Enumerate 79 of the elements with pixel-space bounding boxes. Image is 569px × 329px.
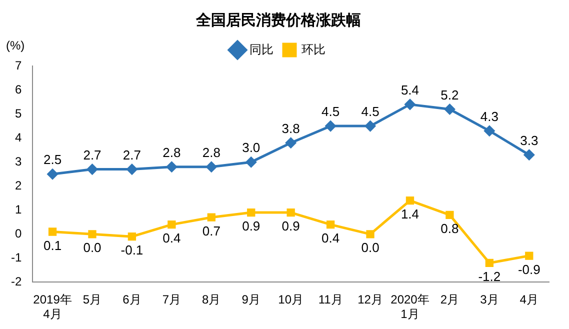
y-tick-label: -2	[11, 274, 22, 289]
data-label: -1.2	[478, 269, 501, 284]
data-label: 0.0	[83, 240, 102, 256]
data-label: 0.0	[361, 240, 380, 256]
data-label: 3.3	[520, 132, 538, 148]
x-tick-label: 11月	[318, 292, 343, 307]
data-label: 2.5	[43, 152, 62, 168]
point	[126, 164, 138, 175]
data-label: -0.9	[518, 262, 540, 277]
data-label: 2.8	[162, 144, 181, 160]
point	[86, 164, 98, 175]
x-tick-label: 7月	[162, 292, 182, 307]
data-label: 0.9	[282, 218, 300, 234]
y-tick-label: 3	[14, 154, 22, 168]
legend-label: 同比	[250, 42, 274, 56]
point	[247, 208, 256, 217]
point	[325, 120, 336, 132]
x-tick-label: 10月	[278, 292, 304, 307]
data-label: 5.4	[400, 82, 420, 98]
data-label: 2.7	[122, 147, 142, 162]
x-tick-label: 2月	[440, 292, 460, 307]
point	[484, 126, 495, 136]
point	[128, 232, 136, 241]
point	[365, 120, 376, 132]
data-label: 4.5	[322, 104, 340, 120]
point	[326, 220, 335, 229]
data-label: 0.9	[242, 218, 260, 234]
y-tick-label: 1	[14, 202, 22, 216]
point	[48, 228, 57, 236]
point	[207, 213, 216, 222]
data-label: 5.2	[440, 87, 459, 102]
x-tick-label: 5月	[82, 292, 102, 307]
point	[444, 104, 455, 114]
data-label: 3.8	[282, 120, 300, 136]
data-label: 0.4	[162, 230, 181, 246]
point	[206, 162, 217, 172]
point	[246, 156, 256, 168]
point	[47, 168, 58, 180]
y-tick-label: 7	[14, 58, 22, 72]
y-tick-label: -1	[11, 250, 22, 264]
data-label: 0.7	[202, 223, 220, 238]
point	[404, 99, 416, 110]
data-label: 4.5	[361, 104, 380, 120]
x-tick-label: 3月	[480, 292, 499, 307]
point	[446, 210, 454, 220]
data-label: 2.8	[202, 144, 220, 160]
data-label: 4.3	[480, 108, 498, 124]
point	[286, 138, 296, 148]
point	[406, 196, 414, 205]
chart-title: 全国居民消费价格涨跌幅	[195, 12, 361, 30]
y-tick-label: 2	[14, 178, 22, 192]
x-tick-label: 6月	[122, 292, 142, 307]
point	[166, 162, 177, 172]
y-tick-label: 6	[14, 82, 22, 96]
x-tick-label: 12月	[358, 292, 383, 307]
point	[485, 258, 494, 268]
y-tick-label: 0	[14, 226, 22, 240]
data-label: 3.0	[242, 140, 260, 156]
x-tick-label: 2020年 1月	[390, 292, 430, 322]
data-label: 0.8	[440, 221, 459, 236]
point	[366, 230, 374, 238]
x-tick-label: 8月	[202, 292, 221, 307]
data-label: -0.1	[120, 242, 144, 258]
y-tick-label: 4	[14, 130, 22, 144]
point	[524, 150, 534, 160]
y-tick-label: 5	[14, 106, 22, 120]
point	[286, 208, 295, 217]
data-label: 1.4	[400, 206, 420, 222]
x-tick-label: 2019年 4月	[33, 292, 72, 322]
x-tick-label: 9月	[242, 292, 260, 307]
x-tick-label: 4月	[520, 292, 538, 307]
data-label: 0.1	[43, 238, 62, 253]
point	[525, 252, 534, 260]
y-axis-title: (%)	[6, 38, 25, 52]
data-label: 2.7	[83, 147, 102, 162]
data-label: 0.4	[322, 230, 340, 246]
point	[88, 230, 96, 238]
legend-label: 环比	[302, 42, 326, 56]
point	[168, 220, 176, 229]
